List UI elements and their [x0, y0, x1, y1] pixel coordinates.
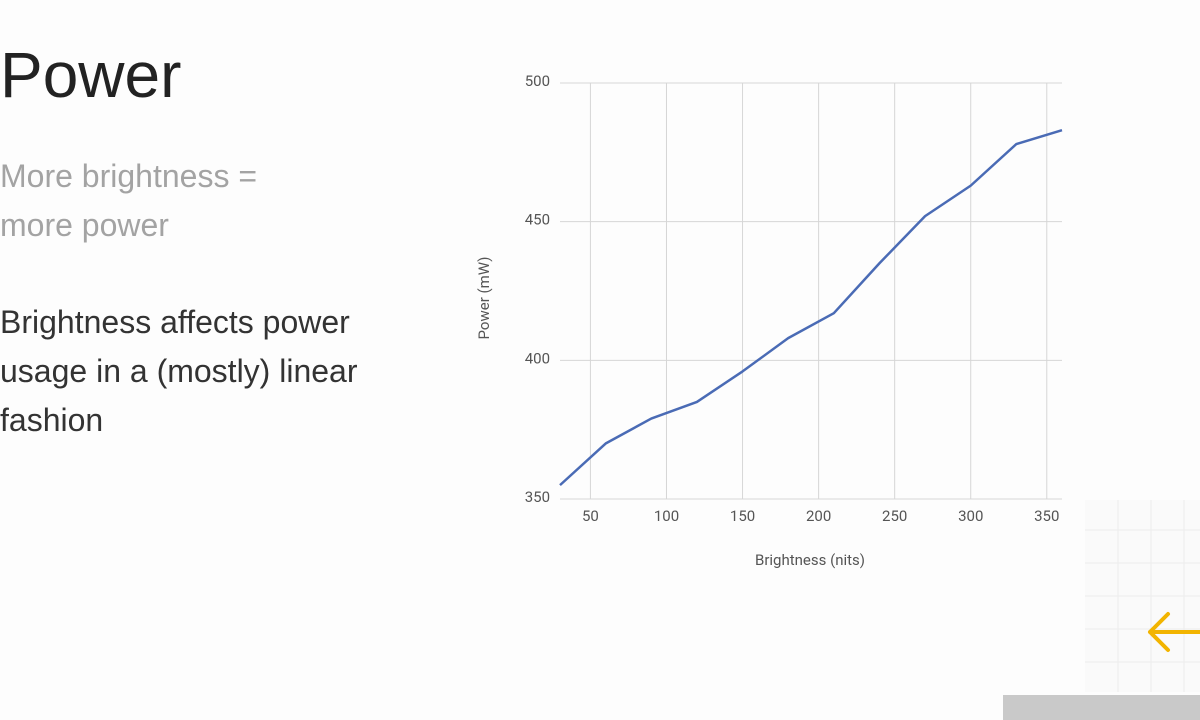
panel-grid	[1085, 500, 1200, 692]
x-tick-label: 250	[882, 507, 907, 525]
subtitle-line: More brightness =	[0, 158, 258, 194]
body-line: usage in a (mostly) linear	[0, 353, 358, 389]
y-tick-label: 500	[525, 72, 550, 90]
body-text: Brightness affects power usage in a (most…	[0, 298, 357, 445]
y-axis-label: Power (mW)	[475, 257, 493, 340]
x-tick-label: 300	[958, 507, 983, 525]
x-tick-label: 350	[1034, 507, 1059, 525]
x-tick-label: 50	[582, 507, 599, 525]
y-tick-label: 450	[525, 211, 550, 229]
y-tick-label: 400	[525, 349, 550, 367]
x-tick-label: 150	[730, 507, 755, 525]
data-line	[559, 128, 1063, 487]
body-line: fashion	[0, 402, 104, 438]
x-tick-label: 200	[806, 507, 831, 525]
y-tick-label: 350	[525, 488, 550, 506]
x-axis-label: Brightness (nits)	[755, 551, 865, 569]
subtitle: More brightness = more power	[0, 152, 257, 250]
slide-title: Power	[0, 39, 182, 111]
subtitle-line: more power	[0, 207, 169, 243]
decoration	[1003, 500, 1200, 720]
arrow-icon	[1148, 612, 1200, 652]
bottom-bar	[1003, 695, 1200, 720]
x-tick-label: 100	[654, 507, 679, 525]
body-line: Brightness affects power	[0, 304, 350, 340]
